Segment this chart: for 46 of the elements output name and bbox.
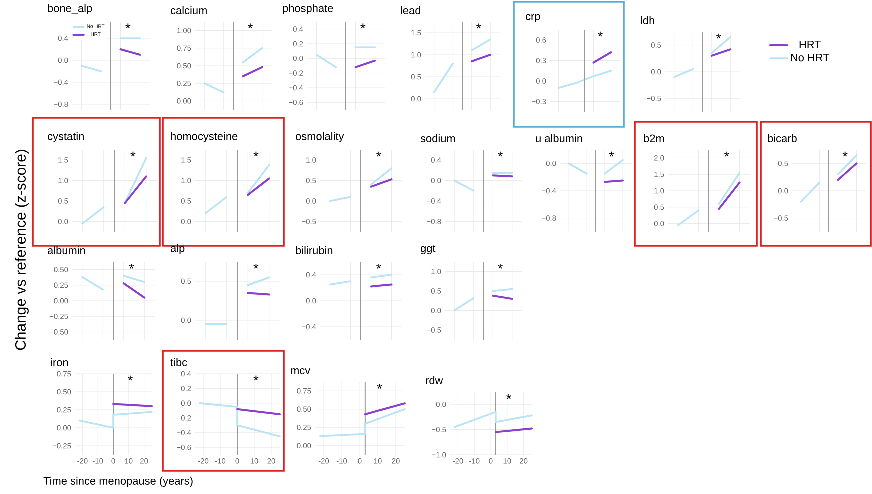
annotation: * (716, 34, 722, 39)
annotation: * (128, 376, 133, 381)
annotation: * (376, 152, 382, 157)
annotation: * (126, 24, 131, 29)
chart-title: ggt (420, 245, 436, 254)
chart-title: crp (526, 14, 540, 22)
chart-title: tibc (170, 358, 188, 367)
legend-label: No HRT (791, 54, 830, 62)
annotation: * (129, 264, 134, 269)
chart-title: mcv (291, 368, 311, 374)
chart-title: ldh (641, 16, 654, 24)
annotation: * (377, 384, 382, 389)
chart-title: lead (401, 6, 421, 14)
annotation: * (609, 152, 614, 157)
annotation: * (598, 32, 603, 37)
annotation: * (476, 24, 482, 29)
annotation: * (360, 24, 366, 29)
legend-label: HRT (800, 40, 822, 49)
chart-title: alp (170, 244, 185, 254)
chart-title: cystatin (48, 132, 84, 142)
chart-title: b2m (644, 134, 664, 142)
chart-title: phosphate (283, 4, 334, 14)
annotation: * (842, 152, 848, 157)
annotation: * (130, 152, 136, 157)
annotation: * (498, 152, 503, 157)
chart-title: bilirubin (296, 246, 333, 254)
chart-title: u albumin (536, 134, 582, 142)
x-axis-title: Time since menopause (years) (44, 476, 193, 488)
chart-title: rdw (426, 376, 444, 385)
chart-title: sodium (420, 134, 456, 142)
annotation: * (498, 264, 503, 269)
chart-title: osmolality (296, 132, 344, 142)
chart-title: albumin (48, 246, 86, 254)
annotation: * (724, 152, 730, 157)
chart-title: calcium (170, 6, 207, 14)
chart-title: iron (51, 358, 68, 366)
chart-title: homocysteine (171, 132, 238, 142)
annotation: * (254, 264, 259, 269)
annotation: * (506, 394, 512, 400)
chart-title: bone_alp (48, 4, 92, 14)
y-axis-title: Change vs reference (z-score) (15, 150, 29, 350)
chart-title: bicarb (768, 134, 797, 142)
annotation: * (254, 376, 259, 381)
annotation: * (248, 24, 253, 29)
annotation: * (254, 152, 259, 157)
annotation: * (376, 264, 382, 269)
